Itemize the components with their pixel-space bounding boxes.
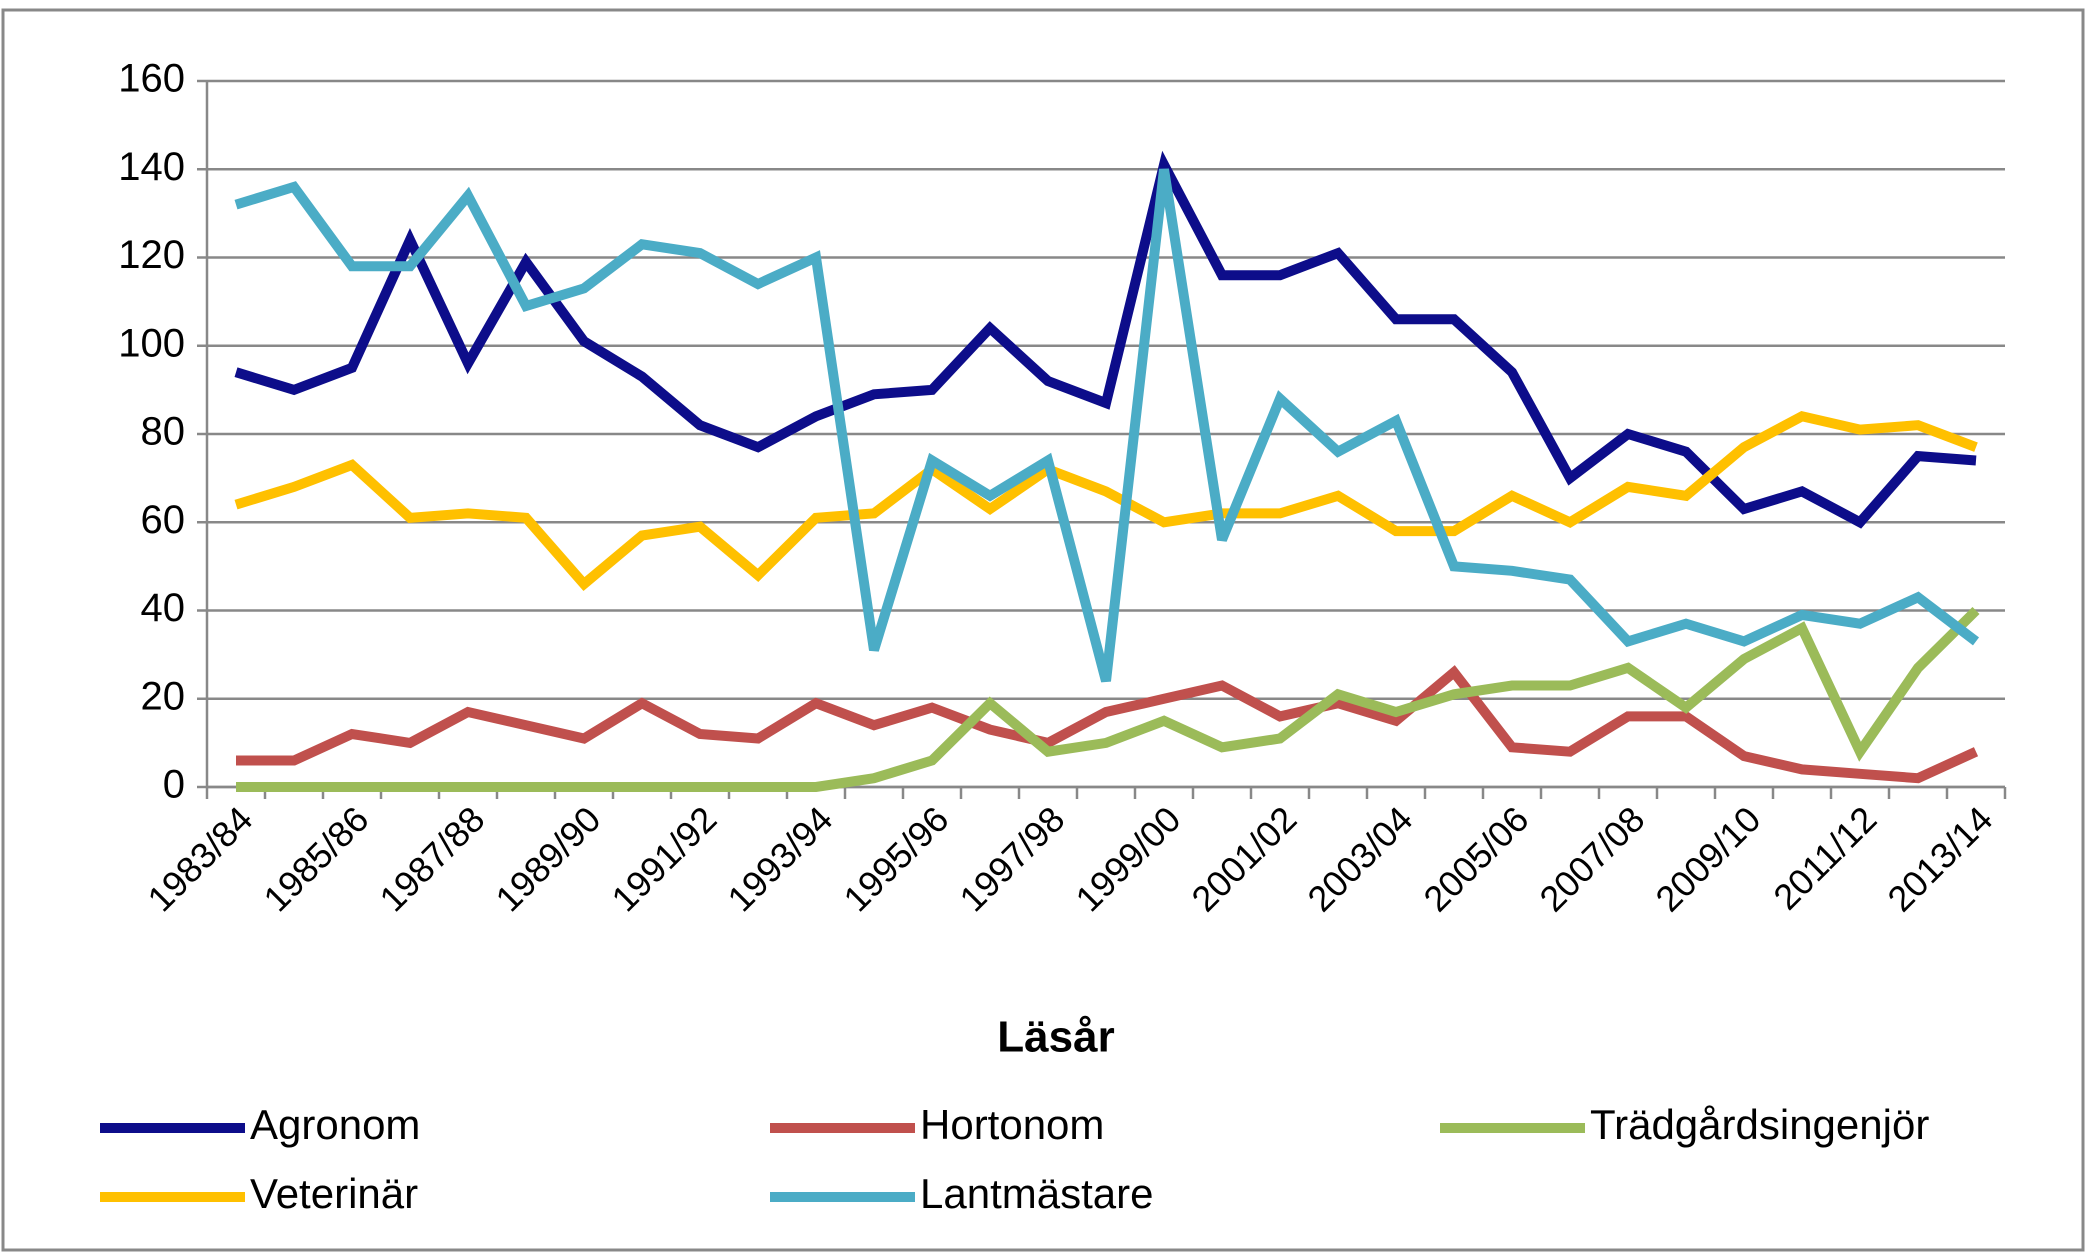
series-line <box>234 168 1980 683</box>
legend-label: Veterinär <box>250 1170 418 1217</box>
legend-label: Trädgårdsingenjör <box>1590 1101 1929 1148</box>
legend-label: Agronom <box>250 1101 420 1148</box>
legend-label: Hortonom <box>920 1101 1104 1148</box>
y-tick-label: 160 <box>118 57 185 101</box>
y-tick-label: 0 <box>163 763 185 807</box>
legend-label: Lantmästare <box>920 1170 1153 1217</box>
y-tick-label: 80 <box>141 410 186 454</box>
series-line <box>234 150 1977 529</box>
y-tick-label: 60 <box>141 498 186 542</box>
y-tick-label: 120 <box>118 233 185 277</box>
series-line <box>234 411 1978 591</box>
series-line <box>236 665 1979 784</box>
y-tick-label: 100 <box>118 321 185 365</box>
y-tick-label: 140 <box>118 145 185 189</box>
x-axis-title: Läsår <box>997 1013 1114 1062</box>
y-tick-label: 40 <box>141 586 186 630</box>
chart-frame <box>1 8 2085 1252</box>
series-line <box>236 606 1980 792</box>
y-tick-label: 20 <box>141 674 186 718</box>
